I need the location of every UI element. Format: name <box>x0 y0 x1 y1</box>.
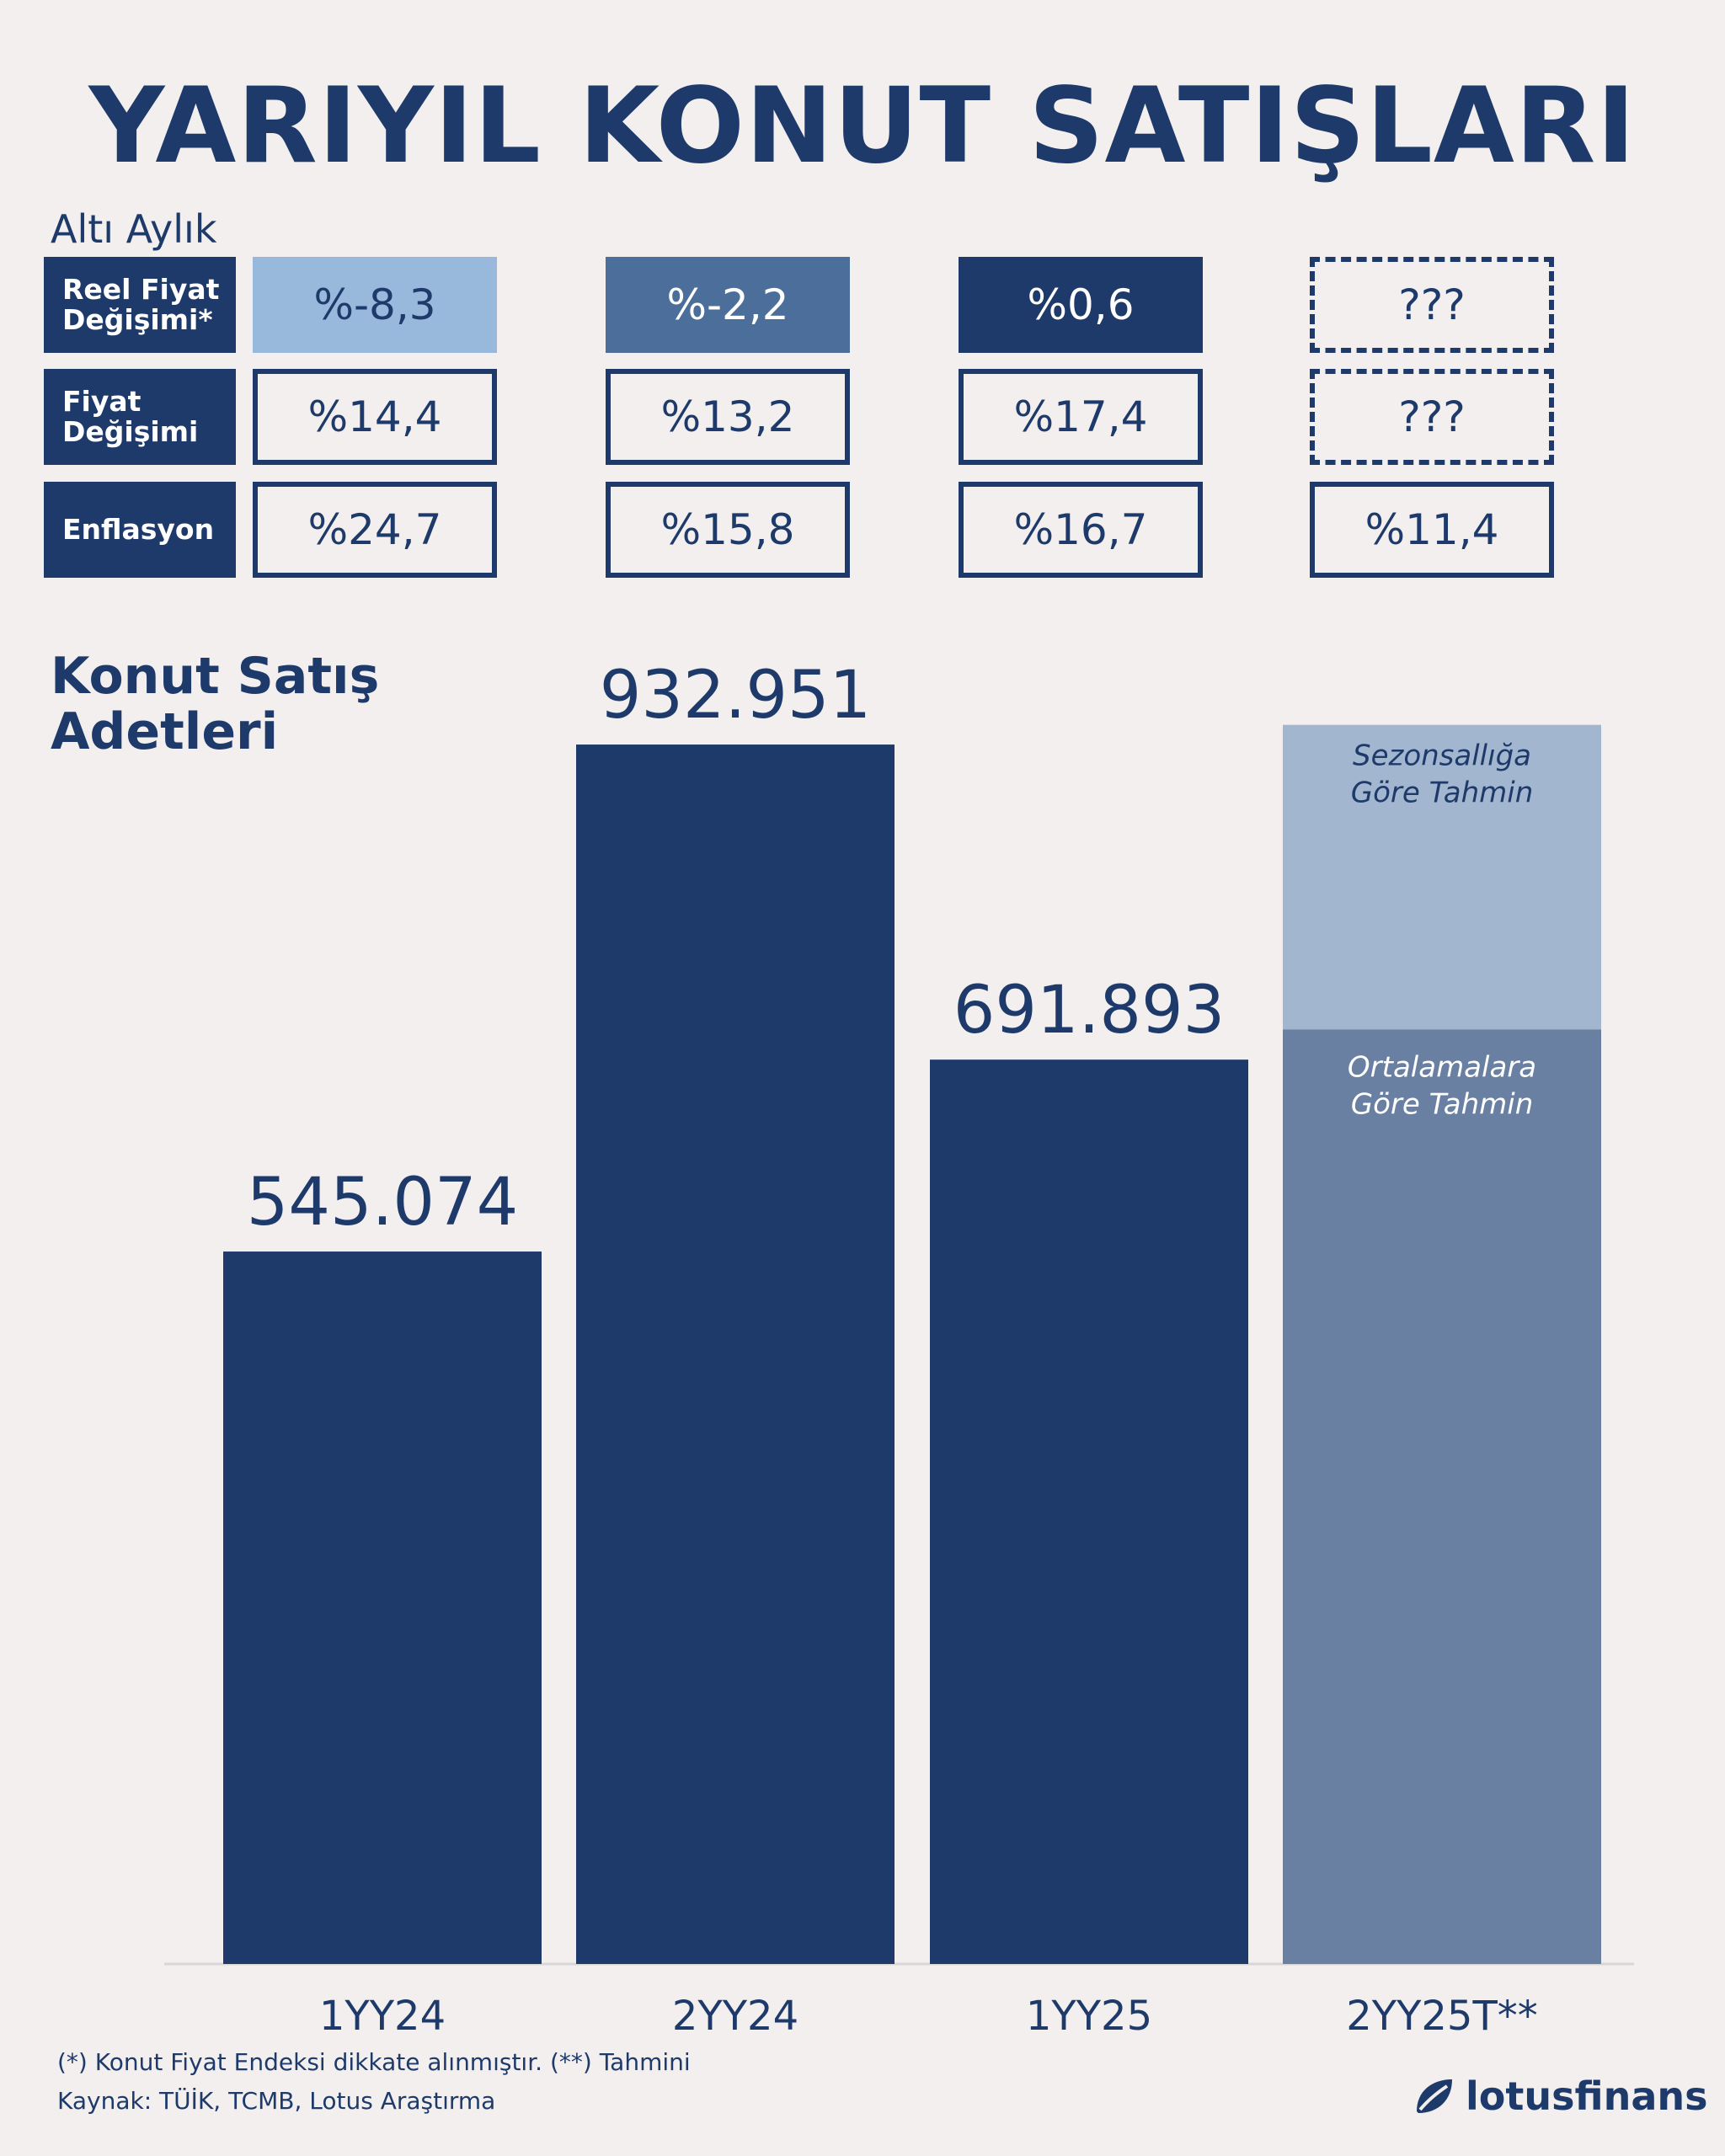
real-change-cell-1yy24: %-8,3 <box>253 257 497 353</box>
real-change-cell-2yy24: %-2,2 <box>606 257 850 353</box>
price-change-cell-1yy25: %17,4 <box>959 369 1203 465</box>
real-change-cell-2yy25t: ??? <box>1310 257 1554 353</box>
x-tick-label-2yy24: 2YY24 <box>672 1993 798 2040</box>
x-tick-label-2yy25t**: 2YY25T** <box>1346 1993 1538 2040</box>
bar-2yy24 <box>576 744 895 1964</box>
footnote: (*) Konut Fiyat Endeksi dikkate alınmışt… <box>57 2048 691 2076</box>
x-tick-label-1yy25: 1YY25 <box>1026 1993 1152 2040</box>
forecast-bar-average <box>1283 1029 1601 1964</box>
bar-chart: 545.074 1YY24 932.951 2YY24 691.893 1YY25 Sezo… <box>164 658 1634 2040</box>
inflation-cell-2yy24: %15,8 <box>606 482 850 578</box>
forecast-average-label-line1: Ortalamalara <box>1348 1050 1536 1084</box>
row-label-real-price-change: Reel Fiyat Değişimi* <box>44 257 236 353</box>
bar-value-label-1yy24: 545.074 <box>247 1165 519 1241</box>
bar-value-label-1yy25: 691.893 <box>953 973 1226 1049</box>
bar-1yy25 <box>930 1059 1248 1964</box>
forecast-average-label-line2: Göre Tahmin <box>1351 1087 1534 1121</box>
forecast-seasonal-label-line2: Göre Tahmin <box>1351 776 1534 810</box>
bar-value-label-2yy24: 932.951 <box>600 658 872 734</box>
price-change-cell-2yy24: %13,2 <box>606 369 850 465</box>
table-section-label: Altı Aylık <box>51 206 217 252</box>
forecast-bar-seasonal <box>1283 724 1601 1030</box>
forecast-seasonal-label-line1: Sezonsallığa <box>1353 739 1531 773</box>
inflation-cell-1yy25: %16,7 <box>959 482 1203 578</box>
logo-text: lotusfinans <box>1466 2073 1708 2119</box>
leaf-icon <box>1417 2079 1452 2113</box>
price-change-cell-1yy24: %14,4 <box>253 369 497 465</box>
source-note: Kaynak: TÜİK, TCMB, Lotus Araştırma <box>57 2087 496 2115</box>
inflation-cell-2yy25t: %11,4 <box>1310 482 1554 578</box>
real-change-cell-1yy25: %0,6 <box>959 257 1203 353</box>
inflation-cell-1yy24: %24,7 <box>253 482 497 578</box>
row-label-inflation: Enflasyon <box>44 482 236 578</box>
brand-logo: lotusfinans <box>1412 2073 1708 2119</box>
chart-title: Konut Satış Adetleri <box>51 647 380 761</box>
row-label-price-change: Fiyat Değişimi <box>44 369 236 465</box>
price-change-cell-2yy25t: ??? <box>1310 369 1554 465</box>
x-tick-label-1yy24: 1YY24 <box>319 1993 446 2040</box>
page-title: YARIYIL KONUT SATIŞLARI <box>88 66 1637 187</box>
bar-1yy24 <box>223 1251 542 1964</box>
